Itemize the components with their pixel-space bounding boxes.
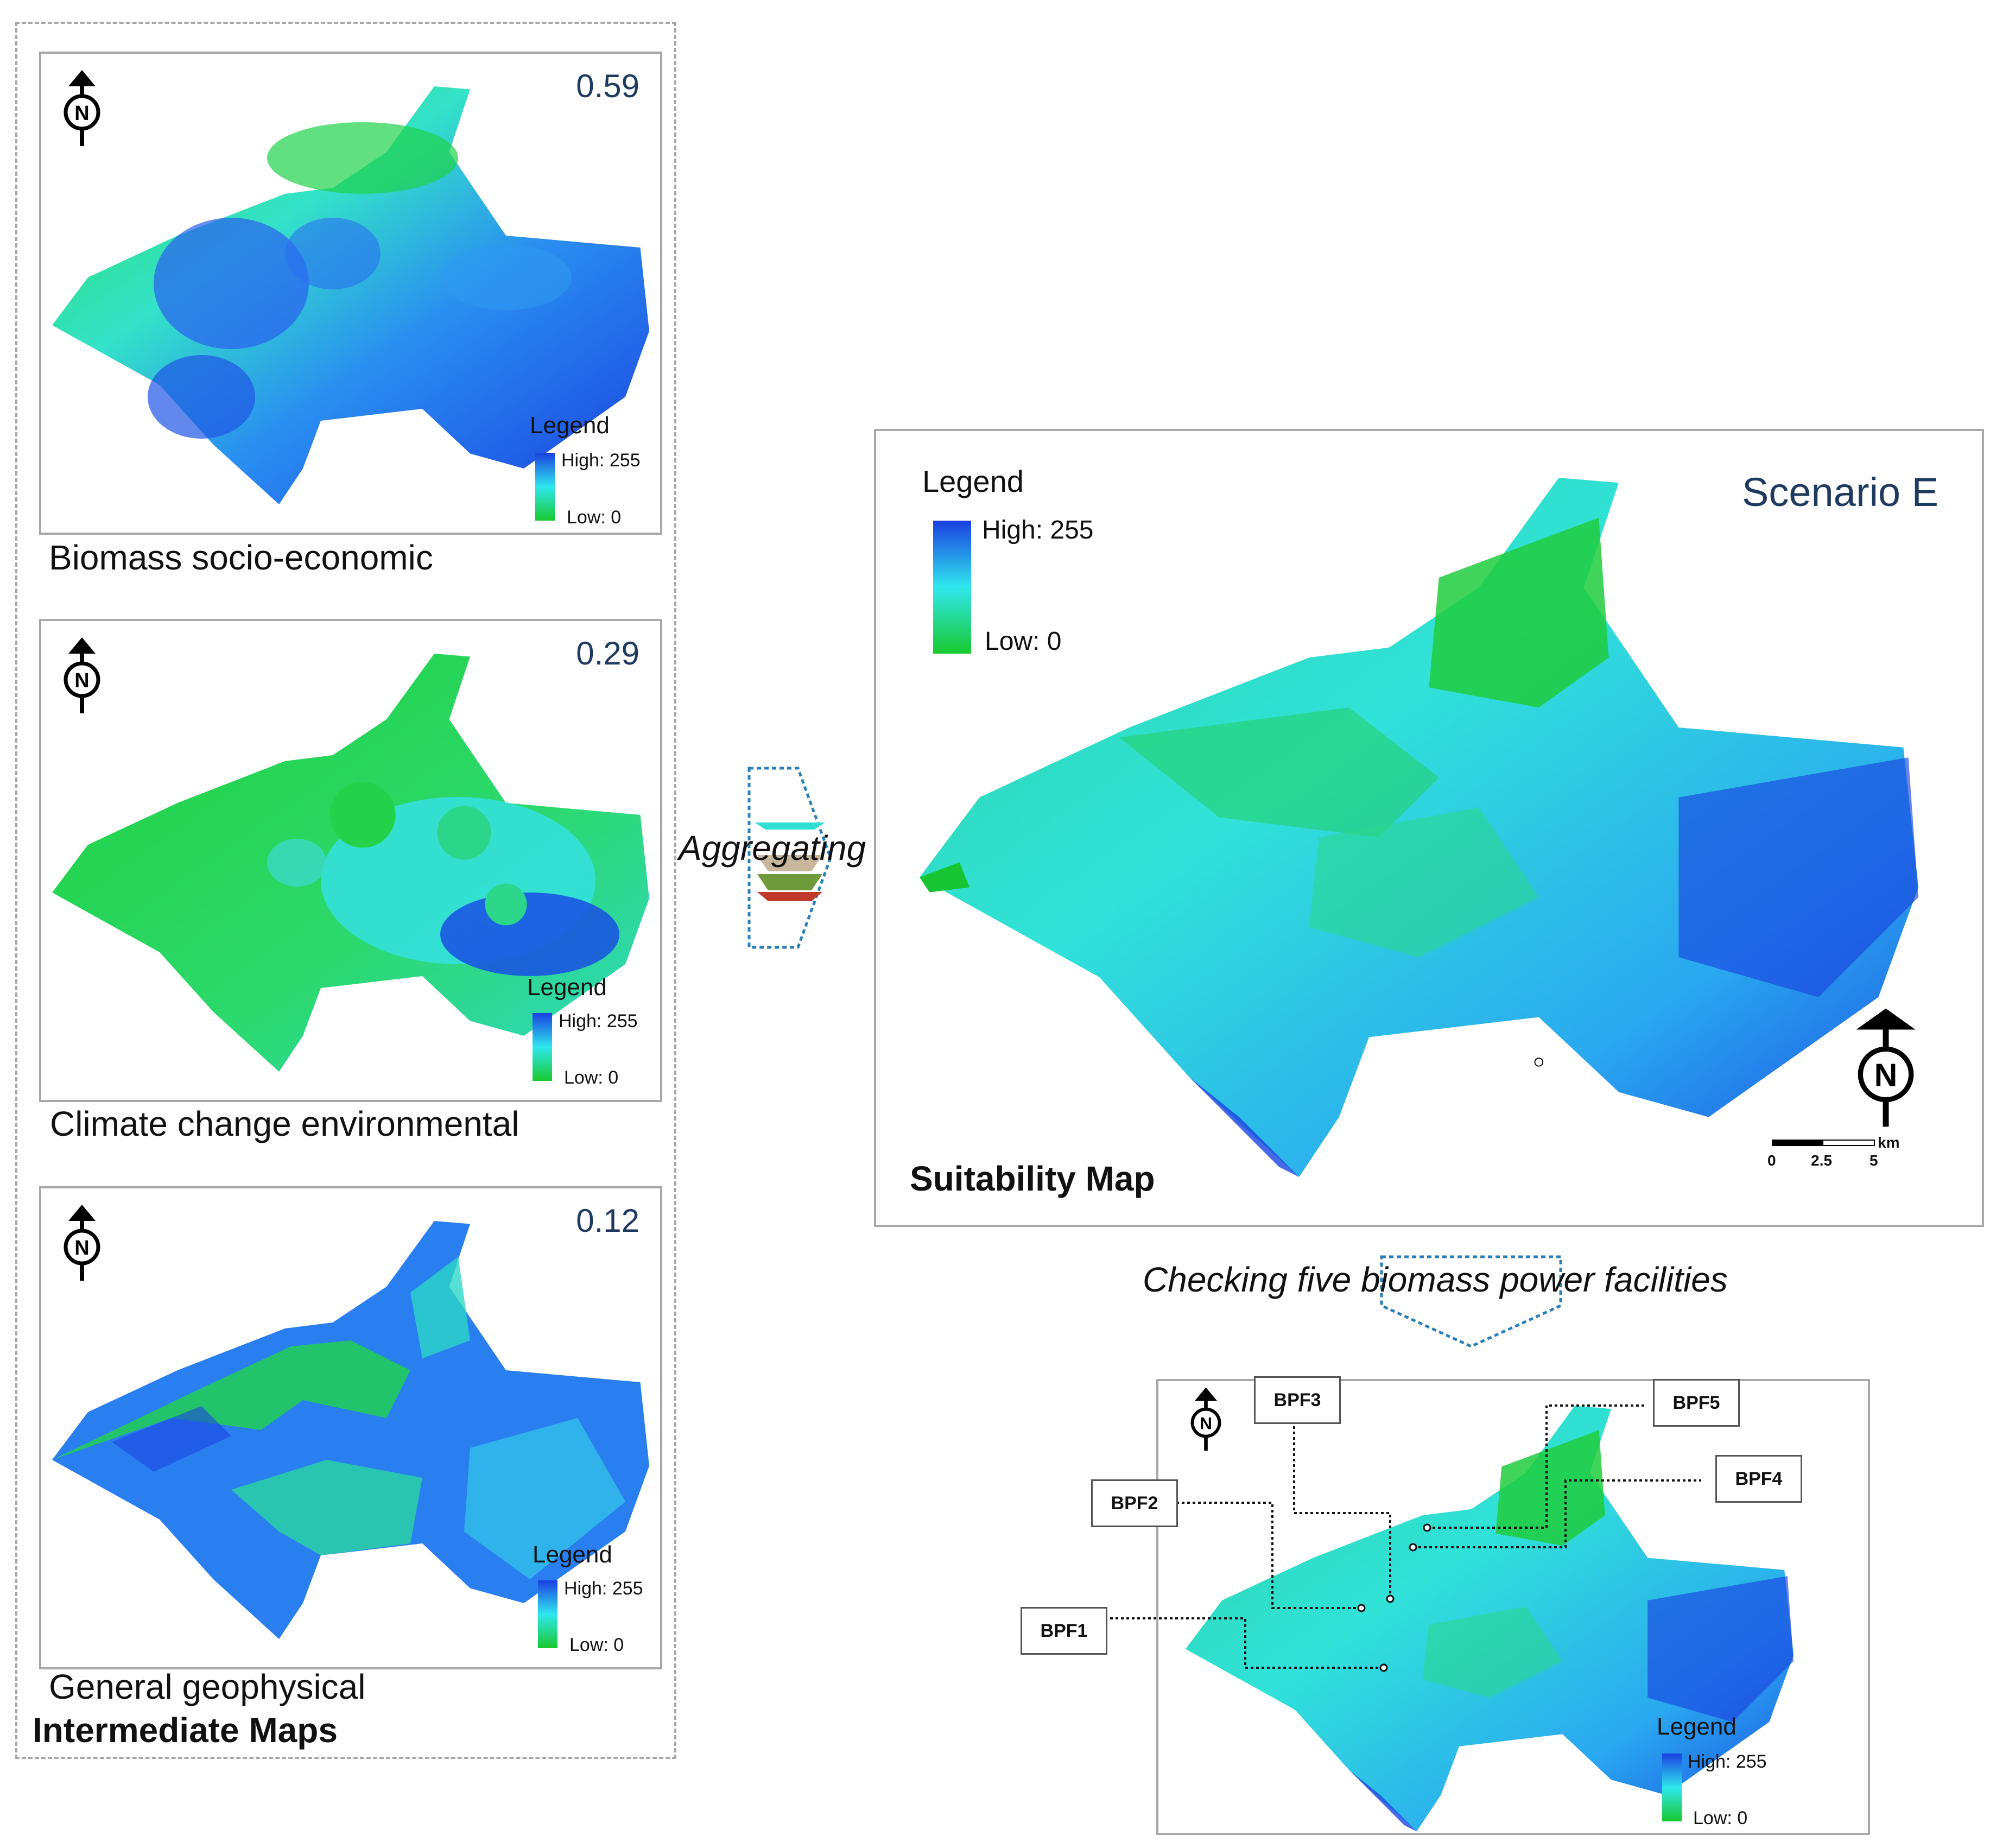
legend-color-bar [533, 1013, 552, 1081]
north-arrow-icon: N [64, 70, 100, 146]
svg-text:N: N [74, 669, 89, 692]
map-panel-climate-environmental: N 0.29 Legend High: 255 Low: 0 [39, 619, 662, 1102]
svg-text:N: N [74, 102, 89, 125]
north-arrow-icon: N [1190, 1387, 1221, 1451]
legend-high: High: 255 [564, 1578, 643, 1599]
scenario-label: Scenario E [1742, 470, 1938, 515]
legend-low: Low: 0 [569, 1635, 624, 1655]
facility-label-bpf3: BPF3 [1254, 1376, 1341, 1424]
legend-high: High: 255 [982, 516, 1094, 545]
checking-label: Checking five biomass power facilities [1143, 1260, 1728, 1299]
raster-map-facilities [1186, 1406, 1794, 1832]
svg-text:N: N [1874, 1057, 1898, 1093]
north-arrow-icon: N [64, 1205, 100, 1281]
legend-high: High: 255 [561, 450, 641, 471]
intermediate-maps-title: Intermediate Maps [33, 1711, 338, 1750]
map-weight: 0.29 [576, 635, 639, 672]
legend-title: Legend [1657, 1713, 1737, 1740]
checking-arrow [1380, 1255, 1562, 1348]
legend-high: High: 255 [559, 1011, 638, 1031]
legend-color-bar [933, 521, 971, 654]
facility-label-bpf1: BPF1 [1021, 1607, 1107, 1655]
legend-low: Low: 0 [564, 1067, 619, 1088]
map-weight: 0.59 [576, 68, 639, 104]
raster-map-socio-economic [52, 86, 649, 504]
legend-color-bar [535, 453, 555, 521]
north-arrow-icon: N [1856, 1008, 1916, 1127]
scale-bar [1772, 1140, 1875, 1146]
suitability-map-title: Suitability Map [910, 1159, 1155, 1198]
legend-high: High: 255 [1688, 1751, 1767, 1772]
legend-low: Low: 0 [1693, 1808, 1748, 1828]
map-caption: General geophysical [49, 1667, 366, 1706]
map-panel-geophysical: N 0.12 Legend High: 255 Low: 0 [39, 1186, 662, 1669]
map-caption: Biomass socio-economic [49, 538, 433, 577]
raster-map-geophysical [52, 1221, 649, 1639]
scale-unit: km [1878, 1134, 1900, 1151]
map-caption: Climate change environmental [50, 1104, 519, 1143]
aggregating-arrow [747, 767, 832, 949]
facility-label-bpf2: BPF2 [1091, 1479, 1178, 1527]
facilities-map-panel: N Legend High: 255 Low: 0 [1061, 1379, 1870, 1835]
svg-text:N: N [1200, 1413, 1212, 1433]
intermediate-maps-group [15, 22, 676, 1759]
legend-color-bar [538, 1580, 557, 1648]
legend-title: Legend [527, 974, 607, 1001]
legend-title: Legend [922, 464, 1024, 498]
svg-text:N: N [74, 1237, 89, 1260]
raster-map-suitability [920, 477, 1918, 1177]
scale-tick: 2.5 [1811, 1152, 1832, 1169]
map-weight: 0.12 [576, 1203, 639, 1239]
legend-low: Low: 0 [985, 627, 1062, 656]
scale-tick: 5 [1870, 1152, 1878, 1169]
aggregating-label: Aggregating [679, 828, 866, 868]
facility-connectors [1061, 1404, 1701, 1672]
facility-label-bpf4: BPF4 [1715, 1455, 1802, 1503]
legend-title: Legend [530, 412, 610, 439]
suitability-map-panel: Legend High: 255 Low: 0 Scenario E N km … [874, 429, 1984, 1227]
legend-color-bar [1662, 1754, 1682, 1821]
legend-title: Legend [533, 1541, 612, 1568]
facility-label-bpf5: BPF5 [1653, 1379, 1740, 1427]
scale-tick: 0 [1767, 1152, 1776, 1169]
legend-low: Low: 0 [567, 507, 622, 528]
map-panel-socio-economic: N 0.59 Legend High: 255 Low: 0 [39, 52, 662, 535]
raster-map-climate-environmental [52, 654, 649, 1072]
north-arrow-icon: N [64, 637, 100, 713]
